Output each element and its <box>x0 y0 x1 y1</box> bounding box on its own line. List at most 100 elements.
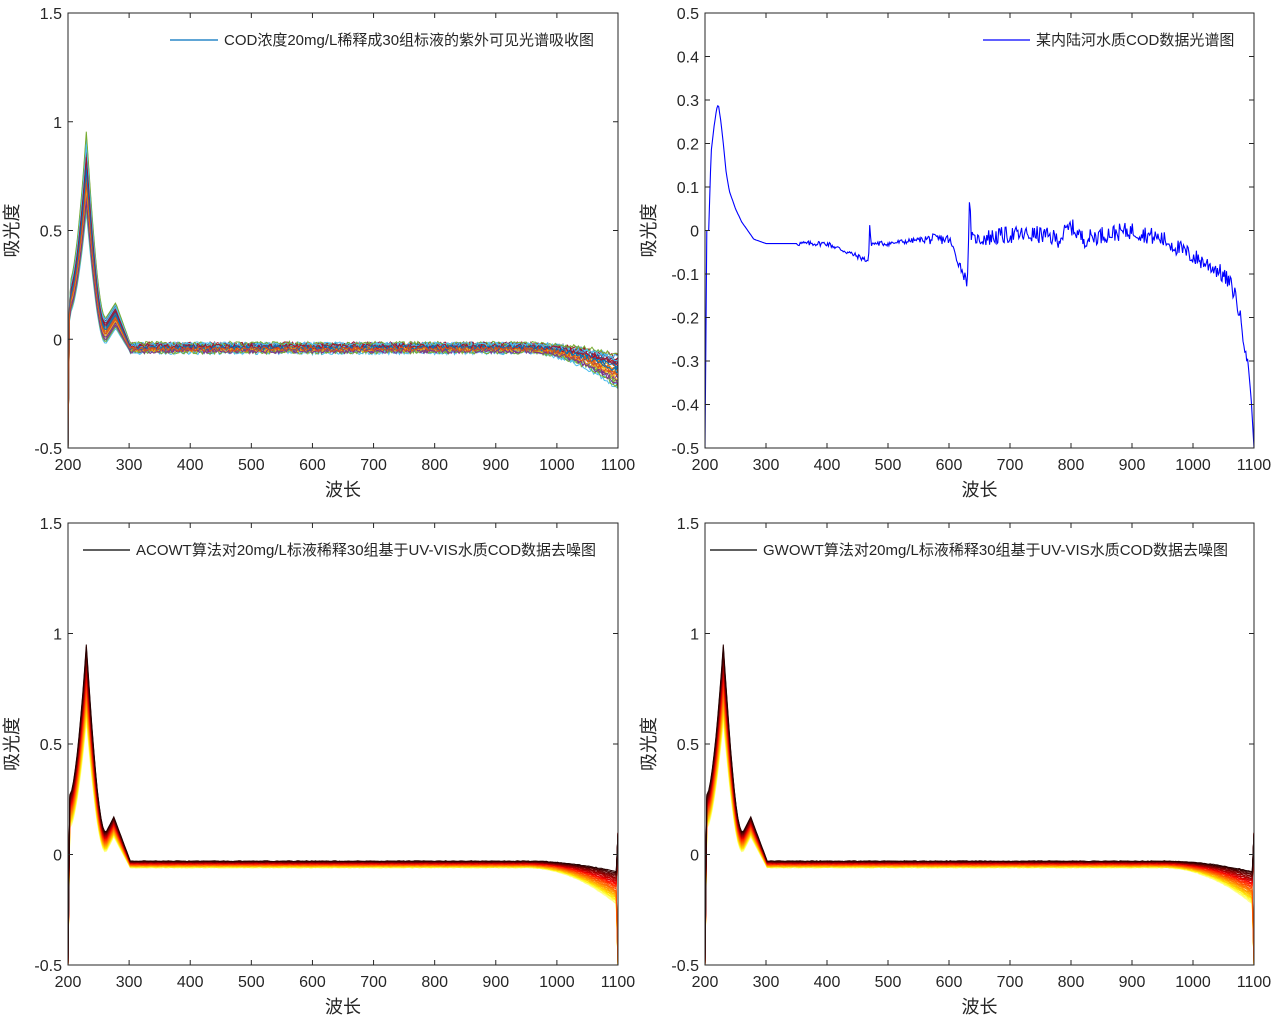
series-group <box>705 644 1254 965</box>
x-tick-label: 1000 <box>1175 974 1211 991</box>
y-tick-label: 1.5 <box>40 6 62 23</box>
x-tick-label: 300 <box>753 457 780 474</box>
x-axis-label: 波长 <box>325 480 361 500</box>
x-tick-label: 700 <box>997 974 1024 991</box>
x-tick-label: 400 <box>814 457 841 474</box>
legend-label: COD浓度20mg/L稀释成30组标液的紫外可见光谱吸收图 <box>224 32 594 49</box>
x-tick-label: 400 <box>177 974 204 991</box>
y-tick-label: 0 <box>690 224 699 241</box>
x-tick-label: 200 <box>55 457 82 474</box>
y-axis-label: 吸光度 <box>2 204 22 258</box>
x-tick-label: 700 <box>360 974 387 991</box>
legend: ACOWT算法对20mg/L标液稀释30组基于UV-VIS水质COD数据去噪图 <box>83 541 596 559</box>
series-line <box>68 182 618 448</box>
x-tick-label: 700 <box>997 457 1024 474</box>
x-tick-label: 600 <box>299 974 326 991</box>
y-tick-label: 1 <box>690 627 699 644</box>
x-tick-label: 300 <box>753 974 780 991</box>
legend-label: 某内陆河水质COD数据光谱图 <box>1036 32 1234 49</box>
legend: 某内陆河水质COD数据光谱图 <box>983 32 1234 49</box>
plot-area <box>705 523 1254 965</box>
x-axis-label: 波长 <box>962 480 998 500</box>
x-tick-label: 1100 <box>1237 457 1272 474</box>
y-tick-label: 0.4 <box>677 50 699 67</box>
y-tick-label: 0.5 <box>677 6 699 23</box>
y-tick-label: -0.5 <box>671 958 699 975</box>
legend-label: GWOWT算法对20mg/L标液稀释30组基于UV-VIS水质COD数据去噪图 <box>763 541 1228 559</box>
plot-area <box>68 523 618 965</box>
y-tick-label: 0 <box>53 848 62 865</box>
x-tick-label: 500 <box>875 974 902 991</box>
x-tick-label: 1100 <box>601 974 636 991</box>
legend: GWOWT算法对20mg/L标液稀释30组基于UV-VIS水质COD数据去噪图 <box>710 541 1228 559</box>
y-tick-label: 1.5 <box>40 516 62 533</box>
series-line <box>705 104 1254 448</box>
y-tick-label: -0.5 <box>34 958 62 975</box>
x-tick-label: 400 <box>814 974 841 991</box>
y-tick-label: -0.5 <box>671 441 699 458</box>
y-tick-label: 0.5 <box>40 224 62 241</box>
x-tick-label: 200 <box>692 974 719 991</box>
y-tick-label: 0.5 <box>677 737 699 754</box>
x-tick-label: 800 <box>421 457 448 474</box>
y-tick-label: 0 <box>690 848 699 865</box>
x-tick-label: 1000 <box>1175 457 1211 474</box>
series-group <box>68 131 618 448</box>
x-tick-label: 300 <box>116 457 143 474</box>
series-line <box>68 170 618 448</box>
x-tick-label: 900 <box>482 457 509 474</box>
x-tick-label: 500 <box>875 457 902 474</box>
chart-panel-3: 200 300 400 500 600 700 800 900 1000 1100 -0.5 0 0.5… <box>2 516 635 1016</box>
series-group <box>705 104 1254 448</box>
x-tick-label: 900 <box>482 974 509 991</box>
chart-panel-4: 200 300 400 500 600 700 800 900 1000 1100 -0.5 0 0.5… <box>639 516 1271 1016</box>
y-tick-label: -0.4 <box>671 398 699 415</box>
x-tick-label: 1100 <box>601 457 636 474</box>
x-tick-label: 1000 <box>539 974 575 991</box>
series-group <box>68 644 618 965</box>
x-tick-label: 300 <box>116 974 143 991</box>
y-tick-label: -0.3 <box>671 354 699 371</box>
chart-panel-2: 200 300 400 500 600 700 800 900 1000 1100 -0.5 -0.4… <box>639 6 1271 500</box>
x-axis-label: 波长 <box>962 997 998 1016</box>
y-tick-label: 1.5 <box>677 516 699 533</box>
plot-area <box>68 13 618 448</box>
x-tick-label: 500 <box>238 457 265 474</box>
x-tick-label: 800 <box>1058 974 1085 991</box>
x-tick-label: 600 <box>936 974 963 991</box>
x-tick-label: 600 <box>299 457 326 474</box>
y-tick-label: -0.1 <box>671 267 699 284</box>
x-tick-label: 600 <box>936 457 963 474</box>
y-axis-label: 吸光度 <box>2 717 22 771</box>
y-tick-label: -0.5 <box>34 441 62 458</box>
y-tick-label: 0.2 <box>677 137 699 154</box>
x-tick-label: 900 <box>1119 457 1146 474</box>
y-tick-label: -0.2 <box>671 311 699 328</box>
series-line <box>705 644 1254 965</box>
y-tick-label: 0.5 <box>40 737 62 754</box>
x-axis-label: 波长 <box>325 997 361 1016</box>
x-tick-label: 200 <box>55 974 82 991</box>
y-axis-label: 吸光度 <box>639 204 659 258</box>
plot-area <box>705 13 1254 448</box>
x-tick-label: 400 <box>177 457 204 474</box>
x-tick-label: 700 <box>360 457 387 474</box>
y-tick-label: 1 <box>53 627 62 644</box>
x-tick-label: 200 <box>692 457 719 474</box>
y-tick-label: 0.3 <box>677 93 699 110</box>
series-line <box>68 644 618 965</box>
y-tick-label: 0.1 <box>677 180 699 197</box>
x-tick-label: 1000 <box>539 457 575 474</box>
x-tick-label: 500 <box>238 974 265 991</box>
legend: COD浓度20mg/L稀释成30组标液的紫外可见光谱吸收图 <box>170 32 594 49</box>
y-tick-label: 0 <box>53 332 62 349</box>
y-axis-label: 吸光度 <box>639 717 659 771</box>
x-tick-label: 1100 <box>1237 974 1272 991</box>
x-tick-label: 800 <box>421 974 448 991</box>
y-tick-label: 1 <box>53 115 62 132</box>
x-tick-label: 800 <box>1058 457 1085 474</box>
series-line <box>705 708 1254 965</box>
legend-label: ACOWT算法对20mg/L标液稀释30组基于UV-VIS水质COD数据去噪图 <box>136 541 596 559</box>
chart-panel-1: 200 300 400 500 600 700 800 900 1000 1100 -0.5 0 0.5… <box>2 6 635 500</box>
